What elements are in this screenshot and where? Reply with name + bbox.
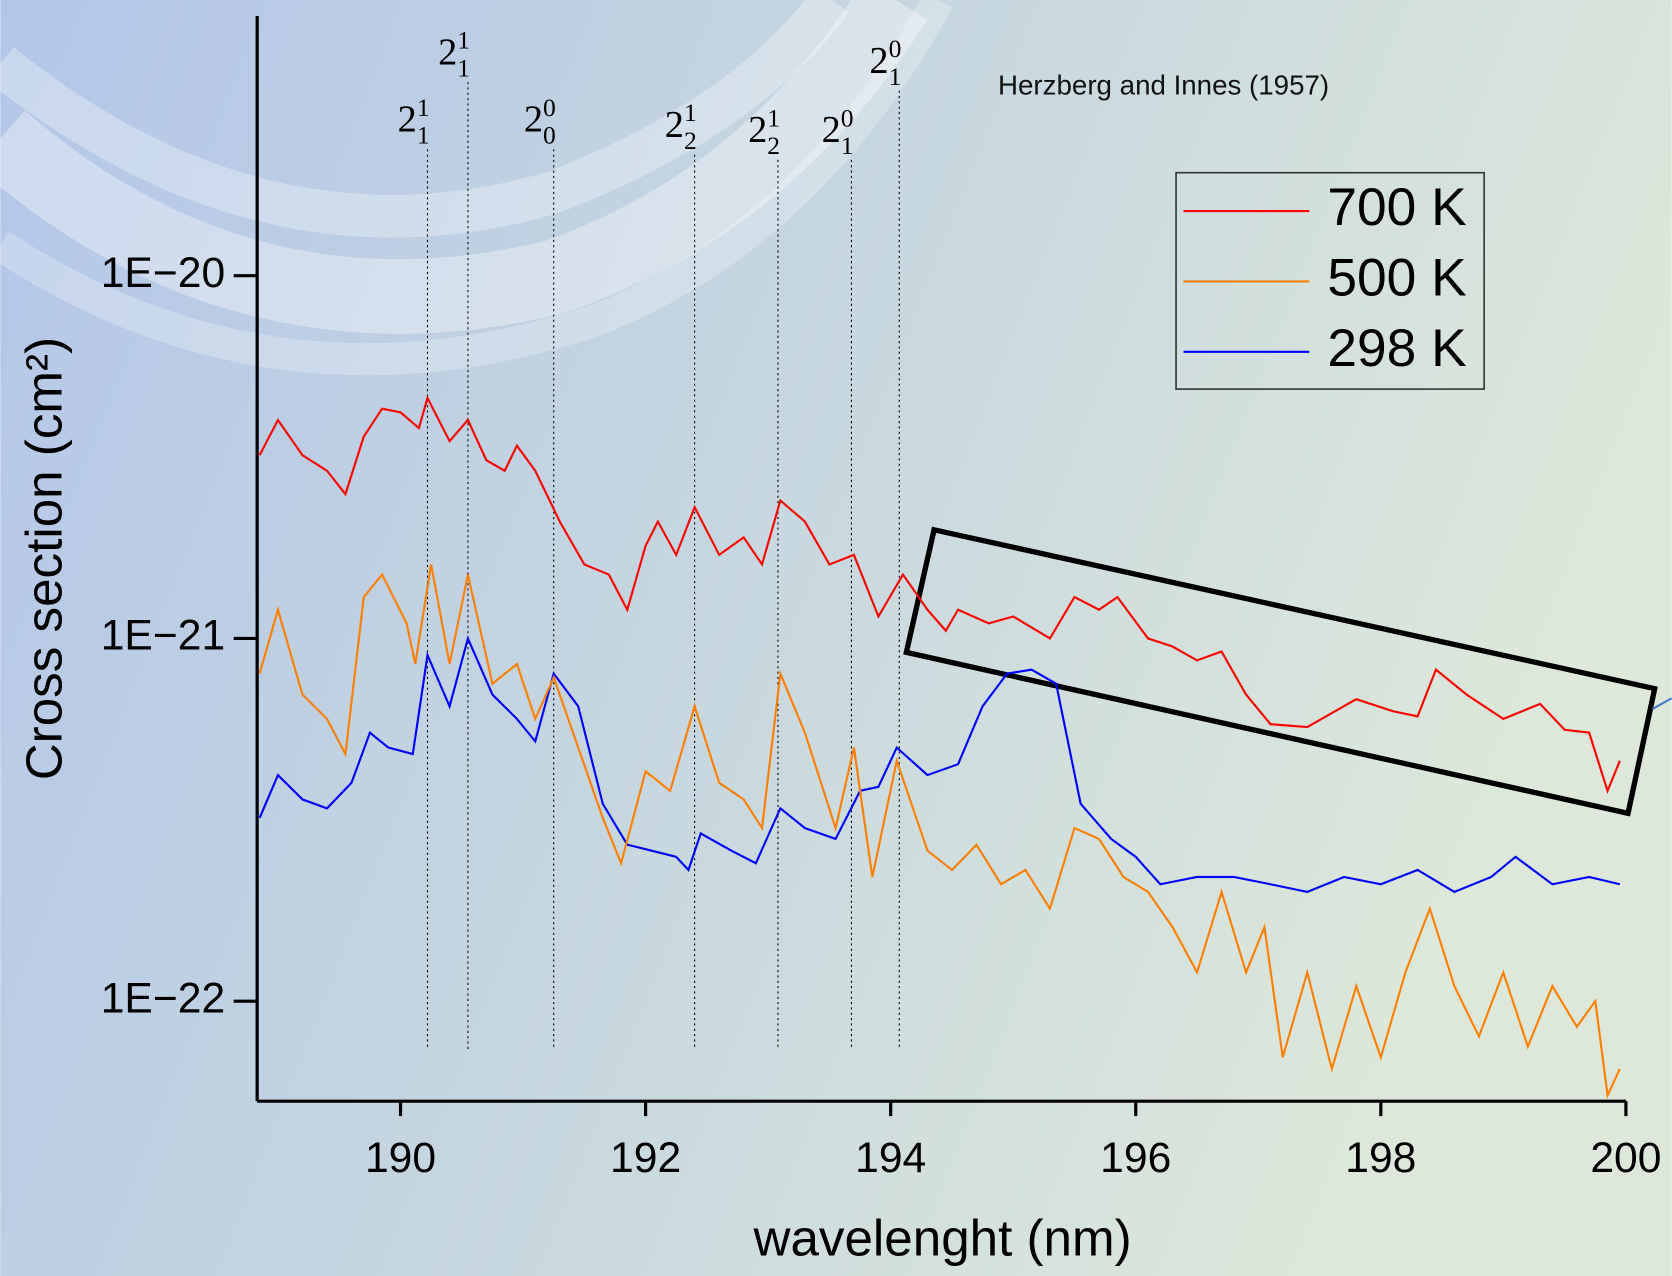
annotation-label: 20 1: [869, 34, 901, 91]
legend-label: 298 K: [1327, 319, 1466, 378]
pointer-line: [1652, 697, 1672, 710]
annotation-sub: 2: [767, 131, 780, 160]
annotation-sup: 1: [417, 93, 430, 122]
x-tick-label: 194: [855, 1134, 926, 1182]
annotation-label: 21 2: [748, 103, 780, 160]
series-line: [258, 564, 1621, 1100]
annotation-label: 20 1: [822, 103, 854, 160]
x-tick-label: 198: [1345, 1134, 1416, 1182]
annotation-sup: 1: [457, 26, 470, 55]
annotation-base: 2: [665, 104, 684, 146]
x-tick-label: 190: [365, 1134, 436, 1182]
legend-label: 700 K: [1327, 178, 1466, 237]
annotation-label: 21 1: [438, 26, 470, 83]
source-note: Herzberg and Innes (1957): [998, 70, 1329, 101]
annotation-label: 20 0: [524, 93, 556, 150]
x-axis-label: wavelenght (nm): [753, 1209, 1132, 1266]
series-line: [258, 635, 1621, 894]
x-tick-label: 196: [1100, 1134, 1171, 1182]
annotation-sub: 1: [417, 120, 430, 149]
decoration: [0, 0, 953, 376]
annotation-label: 21 2: [665, 98, 697, 155]
annotation-sub: 1: [457, 53, 470, 82]
annotation-base: 2: [869, 40, 888, 82]
highlight-box: [903, 526, 1658, 817]
legend-box: [1175, 171, 1485, 390]
y-tick-label: 1E−20: [101, 249, 225, 297]
annotation-base: 2: [748, 109, 767, 151]
annotation-base: 2: [398, 98, 417, 140]
x-tick-label: 200: [1590, 1134, 1661, 1182]
y-tick-label: 1E−21: [101, 612, 225, 660]
annotation-sub: 0: [543, 120, 556, 149]
series-line: [258, 395, 1621, 794]
annotation-sup: 0: [841, 103, 854, 132]
x-tick-label: 192: [610, 1134, 681, 1182]
annotation-sub: 2: [684, 126, 697, 155]
y-tick-label: 1E−22: [101, 974, 225, 1022]
annotation-base: 2: [524, 98, 543, 140]
annotation-sub: 1: [889, 62, 902, 91]
annotation-sup: 1: [767, 103, 780, 132]
annotation-sup: 0: [543, 93, 556, 122]
annotation-sup: 0: [889, 34, 902, 63]
annotation-sub: 1: [841, 131, 854, 160]
legend-label: 500 K: [1327, 249, 1466, 308]
y-axis-label: Cross section (cm²): [16, 337, 73, 780]
annotation-base: 2: [822, 109, 841, 151]
annotation-sup: 1: [684, 98, 697, 127]
annotation-label: 21 1: [398, 93, 430, 150]
annotation-base: 2: [438, 31, 457, 73]
